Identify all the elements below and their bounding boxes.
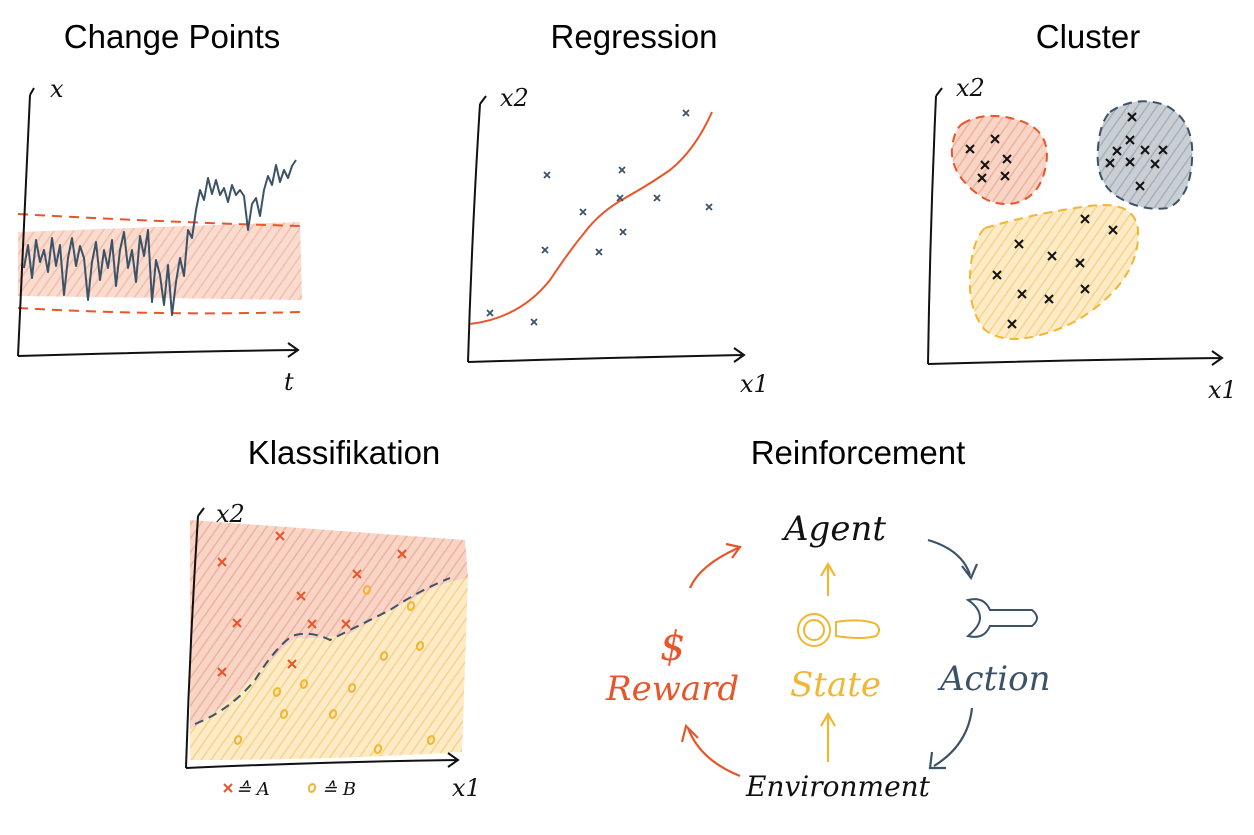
rl-arrow-agent-to-action: [927, 538, 979, 581]
reinforcement-diagram: Agent Action Environment $ Reward State: [605, 509, 1051, 803]
classification-chart: x2 x1 ≙ A ≙ B: [185, 500, 481, 802]
reg-points: [486, 109, 713, 326]
rl-arrow-action-to-environment: [928, 707, 974, 770]
regression-chart: x2 x1: [467, 84, 769, 398]
cluster-slate-blob: [1096, 100, 1194, 210]
title-change-points: Change Points: [63, 18, 281, 55]
rl-environment-label: Environment: [745, 770, 931, 803]
kl-legend-b: ≙ B: [322, 779, 356, 800]
cp-x-axis: [17, 342, 300, 358]
title-regression: Regression: [550, 18, 718, 55]
kl-region-a: [190, 520, 468, 730]
state-icon: [797, 613, 880, 647]
cluster-chart: x2 x1: [927, 74, 1237, 404]
kl-y-label: x2: [216, 500, 245, 528]
cp-band-lower: [17, 307, 301, 315]
cl-y-axis: [927, 87, 943, 365]
reg-x-label: x1: [740, 370, 769, 398]
wrench-icon: [965, 598, 1038, 638]
cluster-orange-blob: [950, 114, 1048, 206]
cp-time-series: [23, 159, 297, 316]
cluster-yellow-blob: [968, 204, 1140, 340]
rl-arrow-state-to-agent: [820, 561, 836, 596]
rl-agent-label: Agent: [781, 509, 886, 549]
rl-action-label: Action: [937, 659, 1051, 699]
title-cluster: Cluster: [1035, 18, 1141, 55]
cl-y-label: x2: [956, 74, 985, 102]
rl-arrow-environment-to-reward: [680, 723, 741, 778]
cp-y-label: x: [50, 75, 64, 103]
title-reinforcement: Reinforcement: [750, 434, 966, 471]
reg-y-axis: [467, 95, 487, 363]
reg-fit-curve: [469, 111, 713, 325]
cl-x-label: x1: [1208, 376, 1237, 404]
kl-y-axis: [185, 507, 205, 769]
kl-legend-a: ≙ A: [236, 779, 270, 800]
kl-x-axis: [185, 752, 460, 769]
cp-y-axis: [17, 87, 35, 357]
kl-decision-boundary: [194, 577, 451, 725]
kl-region-b: [190, 578, 468, 760]
rl-state-label: State: [790, 665, 881, 705]
change-points-chart: x t: [17, 75, 302, 396]
kl-x-label: x1: [452, 774, 481, 802]
kl-legend: ≙ A ≙ B: [223, 779, 356, 800]
rl-arrow-environment-to-state: [820, 711, 836, 762]
title-classification: Klassifikation: [247, 434, 441, 471]
rl-arrow-reward-to-agent: [688, 542, 742, 589]
cl-x-axis: [927, 350, 1224, 366]
rl-reward-symbol: $: [660, 624, 685, 670]
rl-reward-label: Reward: [605, 669, 739, 709]
cp-x-label: t: [284, 368, 294, 396]
reg-x-axis: [467, 347, 746, 363]
cp-band-fill: [18, 222, 302, 300]
reg-y-label: x2: [500, 84, 529, 112]
cp-band-upper: [17, 213, 301, 227]
